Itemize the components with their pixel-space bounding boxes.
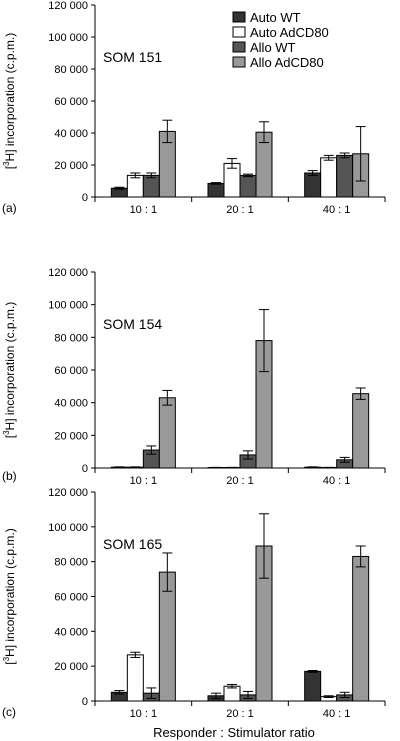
panels: 0 20 000 40 000 60 000 80 000 100 000 120 000 [… <box>2 0 386 720</box>
y-tick-label: 120 000 <box>48 267 88 279</box>
x-tick-label: 10 : 1 <box>130 204 158 216</box>
y-axis-label: [3H] incorporation (c.p.m.) <box>2 302 17 439</box>
y-tick-label: 0 <box>82 192 88 204</box>
bar-auto-wt-3 <box>304 172 322 198</box>
y-tick-label: 40 000 <box>54 626 88 638</box>
x-tick-label: 40 : 1 <box>323 475 351 487</box>
legend-swatch-auto-adcd80 <box>232 26 246 38</box>
y-axis-label-suffix: H] incorporation (c.p.m.) <box>3 528 17 657</box>
legend-label-allo-wt: Allo WT <box>250 40 296 55</box>
y-axis-label-prefix: [ <box>3 661 17 665</box>
panel-label: (c) <box>2 705 16 719</box>
legend-label-auto-wt: Auto WT <box>250 10 301 25</box>
y-tick-label: 80 000 <box>54 64 88 76</box>
legend-label-allo-adcd80: Allo AdCD80 <box>250 55 324 70</box>
x-tick-label: 10 : 1 <box>130 475 158 487</box>
y-tick-label: 60 000 <box>54 592 88 604</box>
legend-swatch-auto-wt <box>232 11 246 23</box>
x-tick-label: 10 : 1 <box>130 708 158 720</box>
y-axis-label-suffix: H] incorporation (c.p.m.) <box>3 33 17 162</box>
legend-swatch-allo-wt <box>232 41 246 53</box>
chart-panel-1: 0 20 000 40 000 60 000 80 000 100 000 120 000 [… <box>2 0 386 216</box>
y-tick-label: 40 000 <box>54 128 88 140</box>
bar-allo-wt-1 <box>142 174 160 198</box>
x-tick-label: 20 : 1 <box>226 204 254 216</box>
x-tick-label: 20 : 1 <box>226 475 254 487</box>
y-tick-label: 100 000 <box>48 300 88 312</box>
panel-title: SOM 154 <box>103 316 162 332</box>
chart-panel-3: 0 20 000 40 000 60 000 80 000 100 000 120 000 [… <box>2 487 386 720</box>
chart-panel-2: 0 20 000 40 000 60 000 80 000 100 000 120 000 [… <box>2 267 386 487</box>
panel-label: (a) <box>2 201 17 215</box>
y-tick-label: 60 000 <box>54 96 88 108</box>
y-axis-label: [3H] incorporation (c.p.m.) <box>2 33 17 170</box>
bar-auto-adcd80-3 <box>320 157 338 198</box>
y-tick-label: 120 000 <box>48 487 88 499</box>
bar-auto-adcd80-1 <box>126 174 144 198</box>
shared-x-axis-label: Responder : Stimulator ratio <box>153 725 315 740</box>
y-tick-label: 80 000 <box>54 557 88 569</box>
y-tick-label: 100 000 <box>48 32 88 44</box>
y-axis-label-superscript: 3 <box>2 161 11 166</box>
bar-auto-adcd80-1 <box>126 654 144 702</box>
y-axis-label-prefix: [ <box>3 165 17 169</box>
y-axis-label: [3H] incorporation (c.p.m.) <box>2 528 17 665</box>
y-tick-label: 100 000 <box>48 522 88 534</box>
y-axis-label-prefix: [ <box>3 434 17 438</box>
y-tick-label: 80 000 <box>54 332 88 344</box>
y-axis-label-superscript: 3 <box>2 656 11 661</box>
panel-title: SOM 151 <box>103 49 162 65</box>
x-tick-label: 40 : 1 <box>323 204 351 216</box>
y-tick-label: 0 <box>82 696 88 708</box>
y-axis-label-superscript: 3 <box>2 430 11 435</box>
bar-auto-wt-2 <box>207 182 225 198</box>
y-tick-label: 60 000 <box>54 365 88 377</box>
y-tick-label: 20 000 <box>54 430 88 442</box>
legend-swatch-allo-adcd80 <box>232 56 246 68</box>
panel-label: (b) <box>2 469 17 483</box>
panel-title: SOM 165 <box>103 536 162 552</box>
y-axis-label-suffix: H] incorporation (c.p.m.) <box>3 302 17 431</box>
y-tick-label: 0 <box>82 463 88 475</box>
bar-allo-adcd80-3 <box>352 393 370 469</box>
y-tick-label: 120 000 <box>48 0 88 12</box>
y-tick-label: 20 000 <box>54 661 88 673</box>
y-tick-label: 40 000 <box>54 398 88 410</box>
bar-allo-wt-3 <box>336 154 354 198</box>
x-tick-label: 20 : 1 <box>226 708 254 720</box>
bar-allo-adcd80-1 <box>158 397 176 469</box>
y-tick-label: 20 000 <box>54 160 88 172</box>
bar-allo-wt-2 <box>239 174 257 198</box>
x-tick-label: 40 : 1 <box>323 708 351 720</box>
bar-allo-adcd80-3 <box>352 555 370 702</box>
bar-auto-wt-3 <box>304 670 322 702</box>
legend-label-auto-adcd80: Auto AdCD80 <box>250 25 329 40</box>
